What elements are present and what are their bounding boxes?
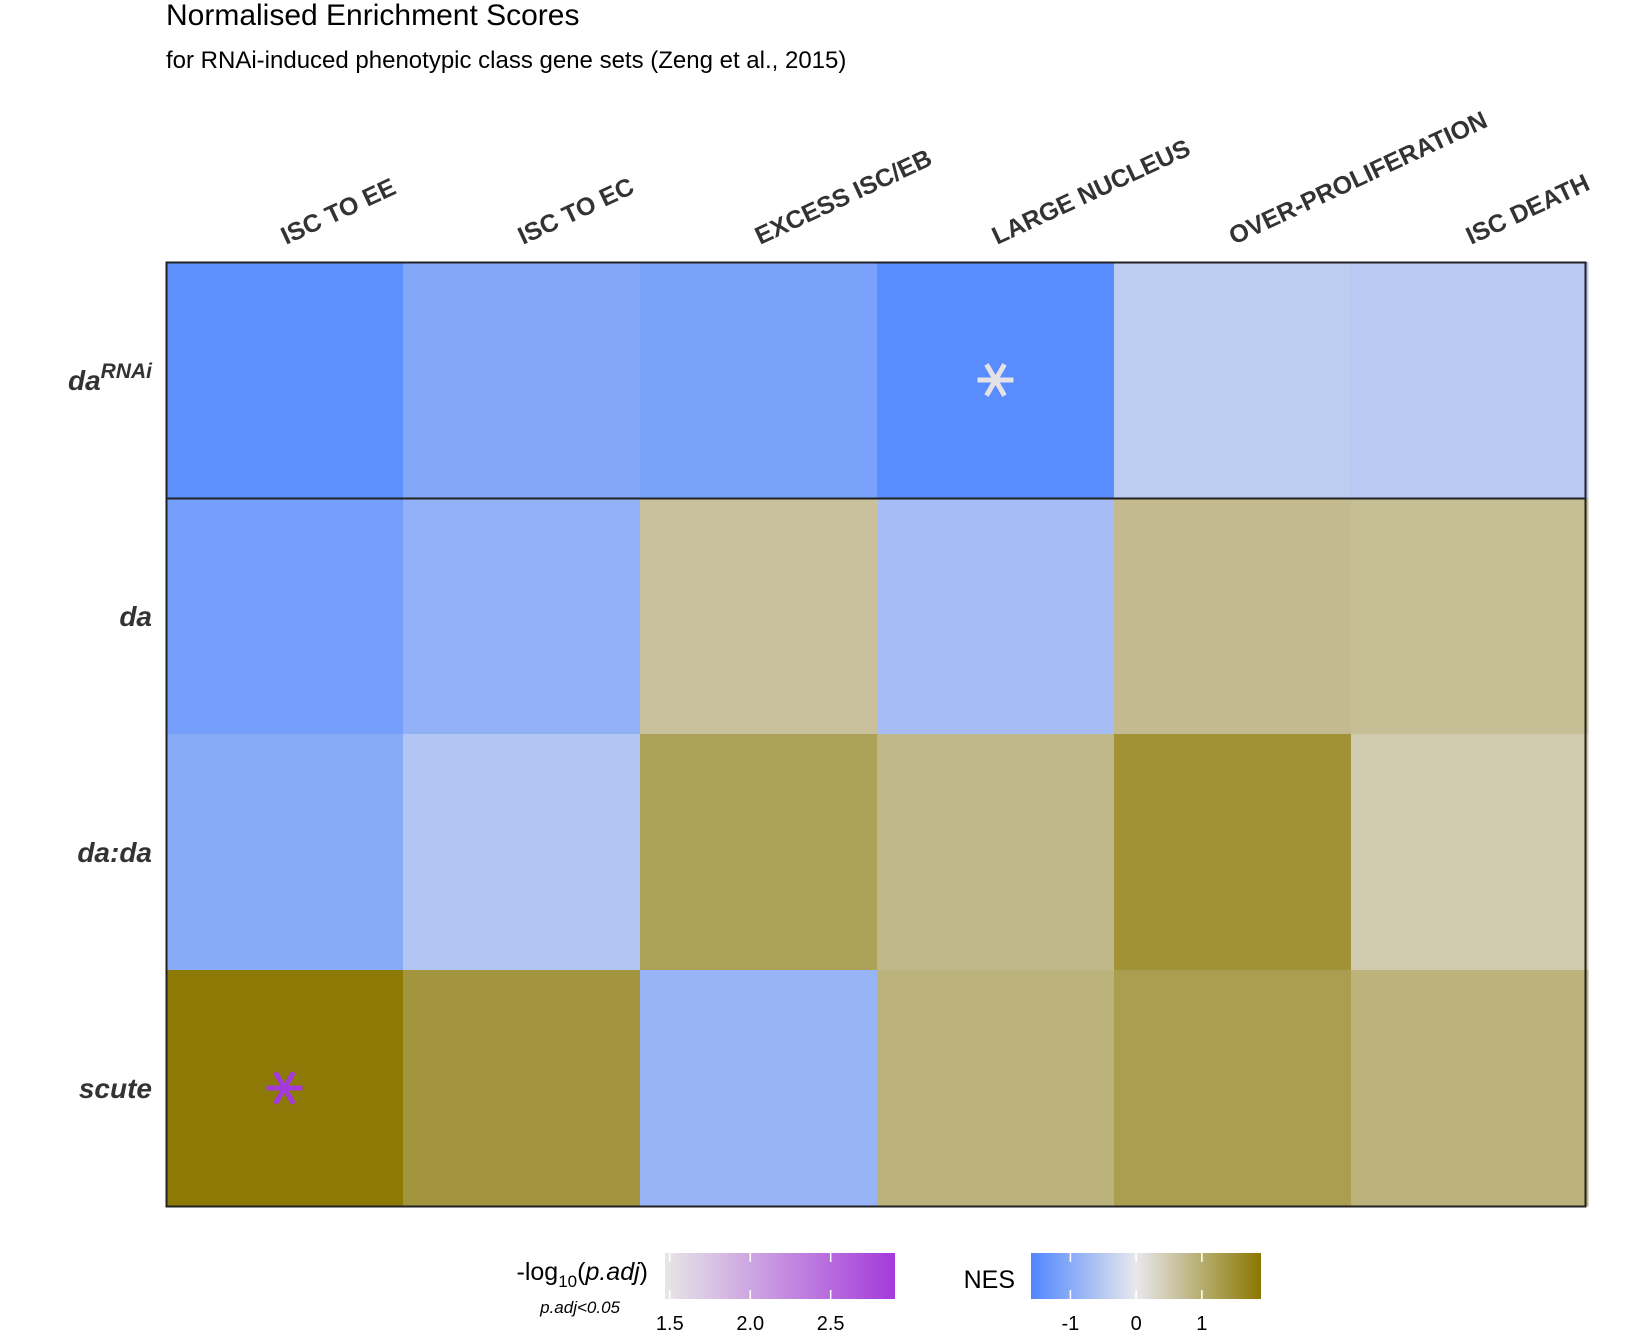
heatmap-cell bbox=[640, 734, 878, 971]
chart-title: Normalised Enrichment Scores bbox=[166, 0, 579, 32]
heatmap-cell bbox=[1351, 970, 1589, 1207]
heatmap-cell bbox=[1351, 498, 1589, 735]
heatmap-cell bbox=[877, 970, 1115, 1207]
legend-padj-tick: 2.0 bbox=[736, 1313, 764, 1335]
legend-padj-title: -log10(p.adj) bbox=[517, 1258, 648, 1291]
heatmap-cell bbox=[166, 734, 404, 971]
column-label: LARGE NUCLEUS bbox=[988, 134, 1195, 250]
heatmap-cell bbox=[166, 262, 404, 499]
heatmap-cell bbox=[1114, 734, 1352, 971]
legend-padj-tick: 1.5 bbox=[656, 1313, 684, 1335]
legend-padj: -log10(p.adj) p.adj<0.05 1.5 2.0 2.5 bbox=[517, 1253, 895, 1335]
column-label: ISC TO EE bbox=[277, 173, 400, 250]
column-label: ISC DEATH bbox=[1462, 169, 1594, 251]
heatmap-cell bbox=[1114, 970, 1352, 1207]
heatmap-cell bbox=[877, 498, 1115, 735]
heatmap-cells bbox=[166, 262, 1589, 1207]
legend-nes-tick: -1 bbox=[1062, 1313, 1080, 1335]
significance-asterisk bbox=[266, 1071, 303, 1105]
row-label: da:da bbox=[77, 837, 152, 868]
heatmap-cell bbox=[166, 498, 404, 735]
significance-markers bbox=[266, 363, 1014, 1105]
heatmap-cell bbox=[403, 970, 641, 1207]
column-label: EXCESS ISC/EB bbox=[751, 144, 937, 250]
heatmap-cell bbox=[640, 498, 878, 735]
legend-nes-tick: 1 bbox=[1196, 1313, 1207, 1335]
legend-nes-tick: 0 bbox=[1131, 1313, 1142, 1335]
chart-subtitle: for RNAi-induced phenotypic class gene s… bbox=[166, 47, 846, 74]
row-label: scute bbox=[79, 1073, 152, 1104]
heatmap-cell bbox=[1351, 734, 1589, 971]
significance-asterisk bbox=[977, 363, 1014, 397]
heatmap-cell bbox=[1351, 262, 1589, 499]
legend-nes-colorbar bbox=[1031, 1253, 1261, 1299]
legend-nes-title: NES bbox=[964, 1266, 1015, 1294]
heatmap-cell bbox=[403, 734, 641, 971]
row-label: da bbox=[119, 601, 152, 632]
panel-border-bottom bbox=[165, 497, 1587, 1208]
row-label: daRNAi bbox=[68, 360, 153, 396]
row-labels: daRNAi da da:da scute bbox=[68, 360, 153, 1104]
heatmap-cell bbox=[640, 262, 878, 499]
column-label: ISC TO EC bbox=[514, 172, 639, 250]
heatmap-cell bbox=[403, 262, 641, 499]
legend-nes: NES -1 0 1 bbox=[964, 1253, 1261, 1335]
heatmap-cell bbox=[1114, 262, 1352, 499]
column-label: OVER-PROLIFERATION bbox=[1225, 106, 1492, 250]
heatmap-cell bbox=[403, 498, 641, 735]
legend-padj-tick: 2.5 bbox=[817, 1313, 845, 1335]
column-labels: ISC TO EE ISC TO EC EXCESS ISC/EB LARGE NUC… bbox=[277, 106, 1594, 250]
legend-padj-subtitle: p.adj<0.05 bbox=[539, 1298, 620, 1317]
heatmap-cell bbox=[1114, 498, 1352, 735]
legend-padj-colorbar bbox=[665, 1253, 895, 1299]
heatmap-cell bbox=[640, 970, 878, 1207]
heatmap-cell bbox=[877, 734, 1115, 971]
